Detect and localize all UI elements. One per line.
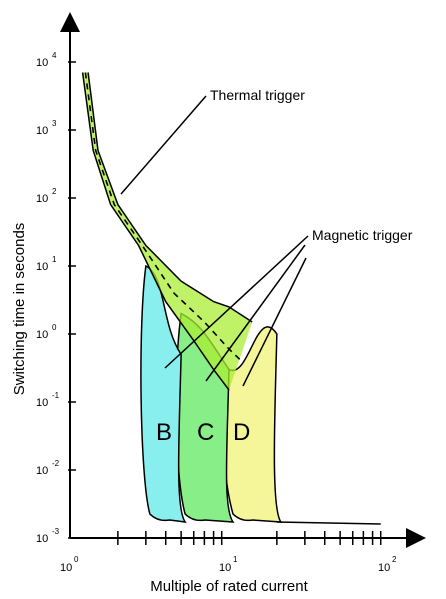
magnetic-label: Magnetic trigger: [312, 227, 413, 243]
y-tick-label: 10: [36, 533, 48, 545]
axes: [60, 12, 426, 548]
y-tick-label: 10: [36, 57, 48, 69]
trip-tail-line: [276, 521, 381, 525]
magnetic-leader-b: [164, 235, 309, 369]
y-tick-exponent: -1: [52, 391, 60, 400]
thermal-label: Thermal trigger: [210, 87, 305, 103]
zone-label-b: B: [156, 419, 172, 446]
y-tick-label: 10: [36, 261, 48, 273]
y-tick-exponent: 4: [52, 51, 57, 60]
zone-label-c: C: [197, 419, 214, 446]
y-tick-exponent: 1: [52, 255, 57, 264]
x-tick-exponent: 0: [74, 555, 79, 564]
y-tick-exponent: -2: [52, 459, 60, 468]
x-tick-label: 10: [60, 562, 72, 574]
thermal-mid-dashed-curve: [84, 72, 243, 362]
x-tick-exponent: 2: [392, 555, 397, 564]
y-axis-title: Switching time in seconds: [11, 223, 28, 396]
y-tick-exponent: -3: [52, 527, 60, 536]
y-tick-exponent: 3: [52, 119, 57, 128]
y-tick-exponent: 2: [52, 187, 57, 196]
thermal-band: [81, 72, 381, 525]
y-tick-label: 10: [36, 397, 48, 409]
x-tick-exponent: 1: [233, 555, 238, 564]
thermal-leader-line: [120, 95, 207, 195]
y-tick-exponent: 0: [52, 323, 57, 332]
thermal-upper-curve: [87, 72, 253, 323]
axis-titles: Multiple of rated current Switching time…: [11, 223, 309, 595]
magnetic-leader-c: [205, 244, 306, 382]
thermal-band-fill: [82, 72, 253, 390]
thermal-lower-curve: [81, 72, 230, 391]
y-tick-label: 10: [36, 125, 48, 137]
y-tick-label: 10: [36, 193, 48, 205]
y-tick-label: 10: [36, 465, 48, 477]
x-axis-title: Multiple of rated current: [150, 578, 308, 595]
x-tick-label: 10: [219, 562, 231, 574]
annotations: Thermal trigger Magnetic trigger B C D: [120, 87, 413, 446]
x-tick-label: 10: [378, 562, 390, 574]
zone-label-d: D: [233, 419, 250, 446]
magnetic-leader-d: [242, 257, 307, 387]
y-tick-label: 10: [36, 329, 48, 341]
zone-b: [140, 264, 187, 523]
